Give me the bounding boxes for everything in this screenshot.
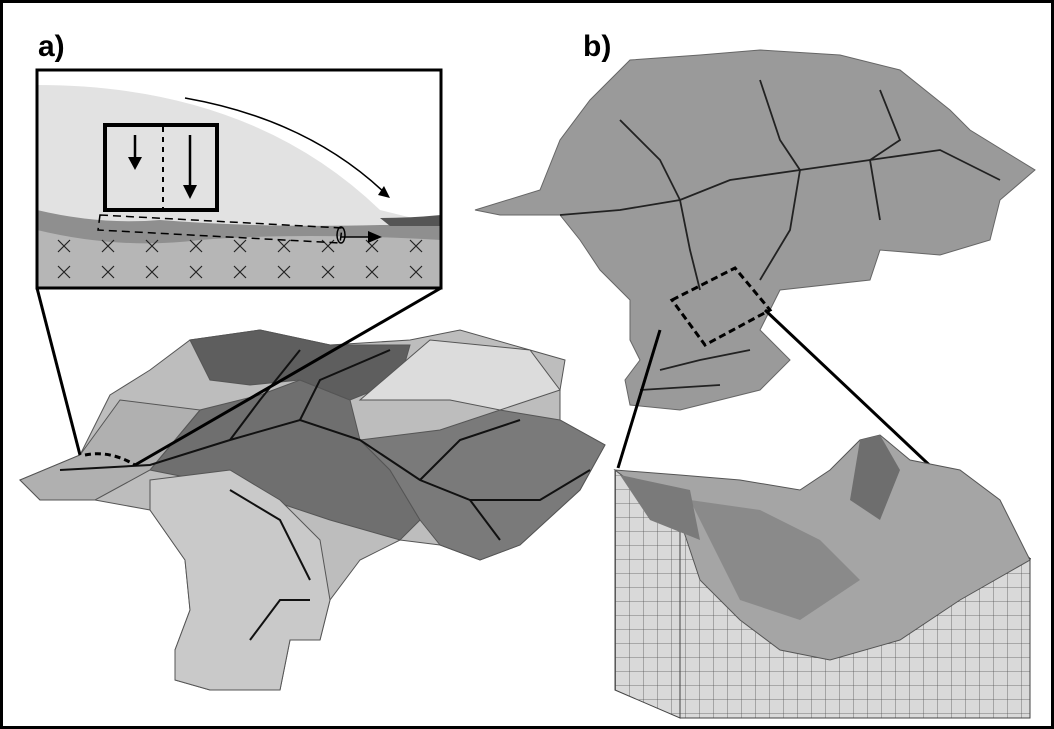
terrain-block <box>615 435 1030 718</box>
figure: a) b) <box>0 0 1054 729</box>
panel-label: a) <box>38 30 65 63</box>
hillslope-inset <box>37 70 441 290</box>
panel-label: b) <box>583 30 611 63</box>
